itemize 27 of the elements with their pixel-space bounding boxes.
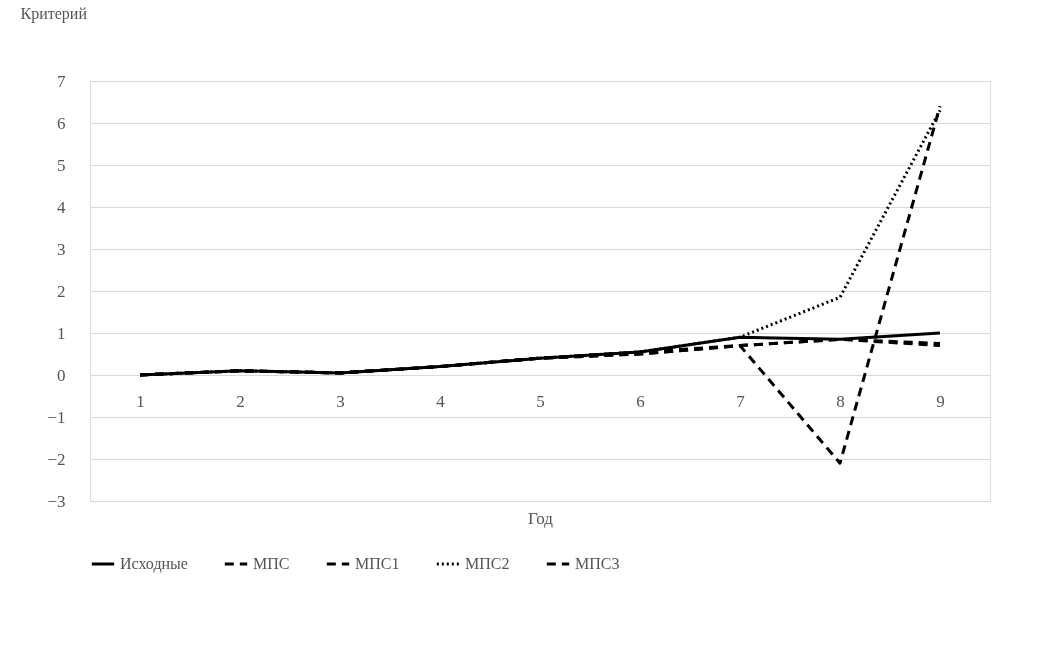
legend-label: МПС2 — [465, 555, 510, 572]
y-tick-label: −2 — [47, 449, 66, 469]
x-tick-label: 3 — [336, 391, 345, 411]
y-tick-label: 3 — [57, 239, 66, 259]
legend-label: МПС1 — [355, 555, 400, 572]
x-tick-label: 4 — [436, 391, 446, 411]
x-axis-title: Год — [528, 508, 554, 528]
y-tick-label: −1 — [47, 407, 66, 427]
legend-label: МПС3 — [575, 555, 620, 572]
y-tick-label: 6 — [57, 113, 66, 133]
y-tick-label: 5 — [57, 155, 66, 175]
y-tick-label: 4 — [57, 197, 66, 217]
x-tick-label: 5 — [536, 391, 545, 411]
x-tick-label: 9 — [936, 391, 945, 411]
legend-label: Исходные — [120, 555, 188, 573]
y-tick-label: 1 — [57, 323, 66, 343]
legend-label: МПС — [253, 555, 290, 572]
x-tick-label: 8 — [836, 391, 845, 411]
x-tick-label: 6 — [636, 391, 645, 411]
y-axis-title: Критерий — [20, 4, 88, 23]
y-tick-label: 0 — [57, 365, 66, 385]
y-tick-label: −3 — [47, 491, 66, 511]
x-tick-label: 2 — [236, 391, 245, 411]
y-tick-label: 7 — [57, 71, 66, 91]
x-tick-label: 1 — [136, 391, 145, 411]
y-tick-label: 2 — [57, 281, 66, 301]
x-tick-label: 7 — [736, 391, 746, 411]
